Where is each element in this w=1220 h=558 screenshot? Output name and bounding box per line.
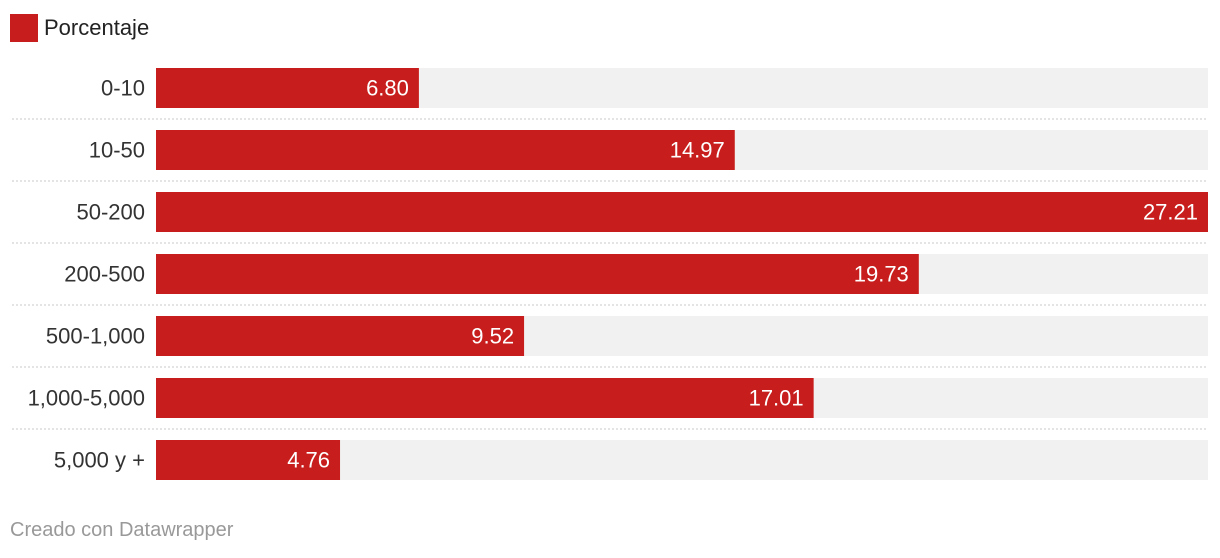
bar: [156, 68, 419, 108]
category-label: 200-500: [64, 262, 145, 287]
bar: [156, 192, 1208, 232]
value-label: 6.80: [366, 76, 409, 101]
value-label: 19.73: [854, 262, 909, 287]
legend-swatch: [10, 14, 38, 42]
value-label: 4.76: [287, 448, 330, 473]
category-label: 1,000-5,000: [28, 386, 145, 411]
bar: [156, 254, 919, 294]
value-label: 27.21: [1143, 200, 1198, 225]
bar: [156, 316, 525, 356]
category-label: 50-200: [76, 200, 145, 225]
value-label: 14.97: [670, 138, 725, 163]
bar-chart: 0-10 6.80 10-50 14.97 50-200 27.21 200-500 19.7…: [12, 68, 1208, 480]
legend-label: Porcentaje: [44, 15, 150, 40]
value-label: 17.01: [749, 386, 804, 411]
bar: [156, 440, 341, 480]
category-label: 500-1,000: [46, 324, 145, 349]
footer-credit: Creado con Datawrapper: [10, 519, 234, 541]
bar: [156, 378, 814, 418]
bar: [156, 130, 735, 170]
value-label: 9.52: [471, 324, 514, 349]
category-label: 5,000 y +: [54, 448, 145, 473]
legend: Porcentaje: [10, 13, 149, 43]
category-label: 0-10: [101, 76, 145, 101]
category-label: 10-50: [89, 138, 145, 163]
